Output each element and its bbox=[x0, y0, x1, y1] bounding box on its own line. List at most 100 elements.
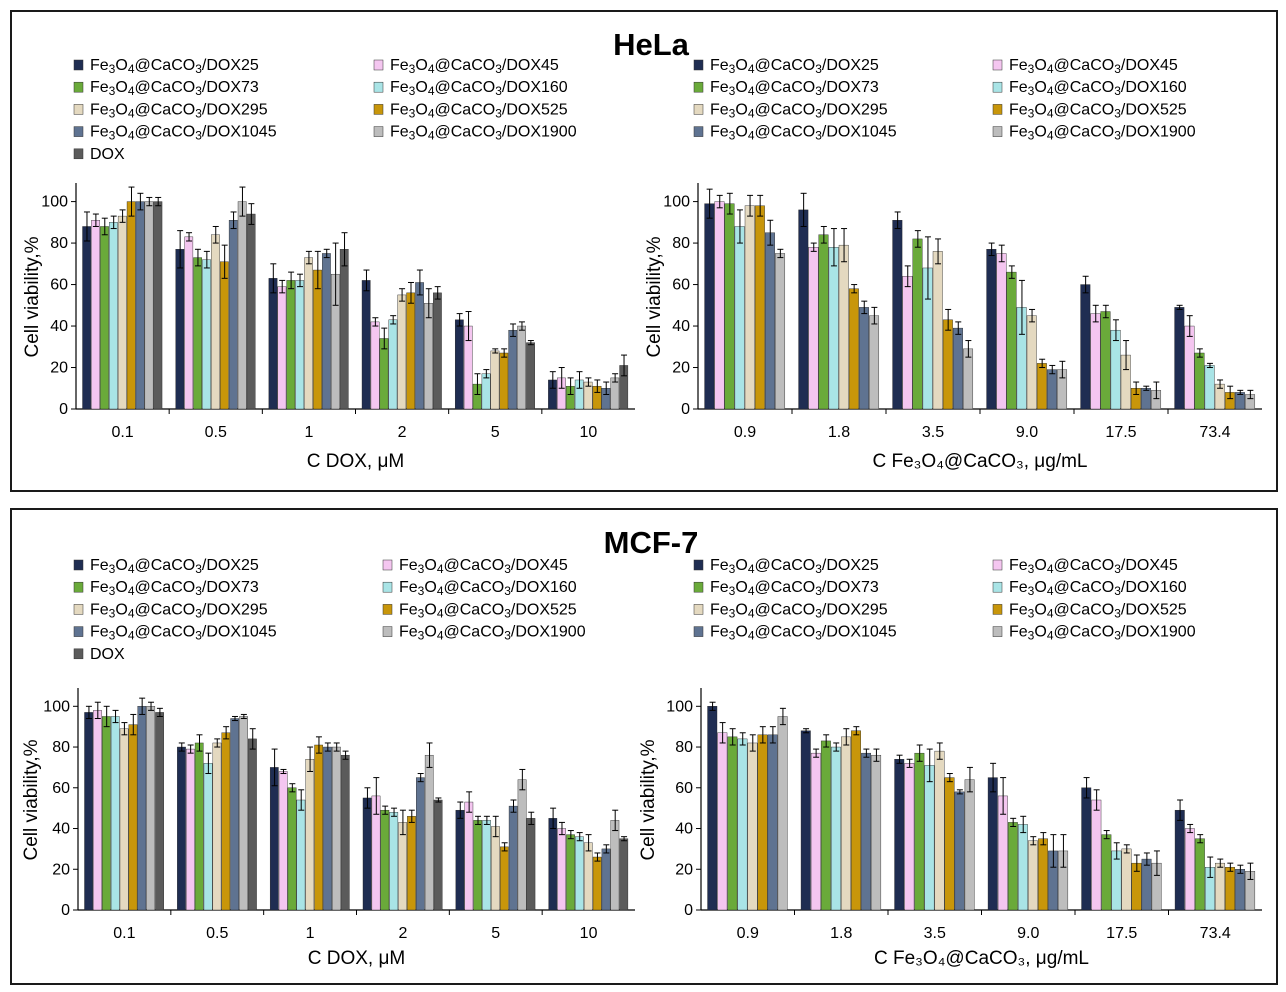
legend-swatch-2 bbox=[73, 81, 84, 93]
bar-p0-c1-s6-c2 bbox=[953, 327, 963, 410]
legend-swatch-5 bbox=[992, 104, 1003, 115]
bar-p1-c1-s5-c5 bbox=[1225, 867, 1235, 911]
legend-swatch-5 bbox=[992, 604, 1003, 615]
legend-label-7: Fe3O4@CaCO3/DOX1900 bbox=[1009, 624, 1196, 643]
y-tick-label-40: 40 bbox=[675, 821, 693, 838]
legend-swatch-0 bbox=[693, 559, 704, 571]
legend-label-3: Fe3O4@CaCO3/DOX160 bbox=[1009, 579, 1187, 598]
bar-p0-c0-s8-c4 bbox=[526, 342, 535, 410]
bar-p1-c0-s5-c3 bbox=[407, 816, 416, 911]
bar-p0-c1-s5-c0 bbox=[754, 205, 765, 410]
bar-p1-c1-s3-c3 bbox=[1017, 824, 1028, 911]
bar-p0-c0-s5-c0 bbox=[126, 201, 136, 410]
bar-p1-c0-s6-c0 bbox=[137, 706, 147, 911]
bar-p0-c1-s2-c2 bbox=[912, 238, 923, 410]
legend-swatch-4 bbox=[73, 604, 84, 615]
bar-p0-c0-s3-c4 bbox=[481, 373, 491, 410]
x-tick-label-0: 0.9 bbox=[734, 424, 756, 441]
bar-p1-c0-s3-c4 bbox=[482, 820, 491, 911]
x-tick-label-3: 9.0 bbox=[1016, 424, 1038, 441]
y-tick-label-60: 60 bbox=[52, 780, 70, 797]
chart-p1-c1: Fe3O4@CaCO3/DOX25 Fe3O4@CaCO3/DOX45 Fe3O4@… bbox=[638, 557, 1262, 969]
x-tick-label-1: 1.8 bbox=[828, 424, 850, 441]
y-tick-label-80: 80 bbox=[52, 739, 70, 756]
bar-p0-c0-s3-c3 bbox=[388, 319, 398, 410]
bar-p0-c0-s0-c4 bbox=[454, 319, 464, 410]
bar-p0-c1-s0-c0 bbox=[704, 203, 715, 410]
legend-label-1: Fe3O4@CaCO3/DOX45 bbox=[390, 57, 559, 76]
bar-p1-c1-s5-c3 bbox=[1038, 838, 1048, 911]
y-tick-label-0: 0 bbox=[59, 401, 68, 418]
bar-p1-c1-s7-c2 bbox=[964, 779, 975, 911]
bar-p1-c1-s2-c1 bbox=[820, 740, 831, 911]
bar-p0-c0-s3-c0 bbox=[109, 222, 118, 410]
x-tick-label-2: 1 bbox=[306, 925, 315, 942]
bar-p1-c1-s0-c5 bbox=[1174, 809, 1185, 911]
y-axis-label: Cell viability,% bbox=[644, 236, 665, 357]
x-tick-label-2: 3.5 bbox=[924, 925, 946, 942]
bar-p0-c0-s8-c0 bbox=[153, 201, 163, 410]
x-tick-label-0: 0.1 bbox=[113, 925, 135, 942]
x-axis-label: C Fe₃O₄@CaCO₃, μg/mL bbox=[874, 948, 1089, 969]
x-tick-label-4: 17.5 bbox=[1105, 424, 1136, 441]
bar-p0-c0-s6-c4 bbox=[508, 329, 518, 410]
x-tick-label-0: 0.1 bbox=[111, 424, 133, 441]
legend-swatch-7 bbox=[992, 626, 1003, 637]
bar-p1-c1-s2-c3 bbox=[1007, 822, 1018, 911]
bar-p0-c1-s6-c3 bbox=[1047, 369, 1057, 410]
x-tick-label-3: 9.0 bbox=[1017, 925, 1039, 942]
bar-p0-c0-s0-c2 bbox=[268, 278, 278, 410]
legend-swatch-1 bbox=[373, 59, 384, 71]
bar-p0-c1-s3-c4 bbox=[1110, 329, 1121, 410]
bar-p1-c1-s4-c4 bbox=[1121, 848, 1132, 911]
bar-p1-c0-s1-c0 bbox=[93, 710, 102, 911]
legend-label-8: DOX bbox=[90, 646, 125, 663]
bar-p1-c1-s5-c0 bbox=[757, 734, 768, 911]
bar-p1-c0-s3-c1 bbox=[203, 763, 213, 911]
bar-p1-c0-s2-c5 bbox=[566, 834, 575, 911]
legend-swatch-4 bbox=[693, 104, 704, 115]
bar-p1-c0-s5-c2 bbox=[314, 744, 323, 911]
x-tick-label-1: 0.5 bbox=[206, 925, 228, 942]
bar-p0-c1-s2-c3 bbox=[1006, 271, 1017, 410]
bar-p1-c0-s5-c1 bbox=[221, 732, 231, 911]
bar-p0-c1-s3-c0 bbox=[734, 226, 745, 410]
bar-p1-c0-s2-c4 bbox=[473, 820, 483, 911]
bar-p1-c1-s3-c1 bbox=[830, 746, 841, 911]
legend-label-3: Fe3O4@CaCO3/DOX160 bbox=[399, 579, 577, 598]
bar-p1-c0-s7-c5 bbox=[610, 820, 620, 911]
legend-label-7: Fe3O4@CaCO3/DOX1900 bbox=[1009, 124, 1196, 143]
bar-p0-c0-s2-c2 bbox=[286, 280, 296, 410]
legend-label-3: Fe3O4@CaCO3/DOX160 bbox=[1009, 79, 1187, 98]
x-tick-label-5: 10 bbox=[580, 424, 598, 441]
bar-p1-c0-s8-c3 bbox=[433, 799, 443, 911]
bar-p0-c1-s4-c3 bbox=[1026, 315, 1037, 410]
y-tick-label-60: 60 bbox=[672, 277, 690, 294]
legend-swatch-2 bbox=[693, 81, 704, 93]
legend-swatch-6 bbox=[73, 126, 84, 137]
legend-swatch-3 bbox=[382, 581, 393, 593]
bar-p0-c1-s1-c1 bbox=[808, 247, 819, 410]
bar-p1-c0-s1-c1 bbox=[186, 748, 195, 911]
bar-p1-c0-s6-c4 bbox=[508, 805, 518, 911]
bar-p0-c1-s1-c5 bbox=[1184, 325, 1195, 410]
legend-label-6: Fe3O4@CaCO3/DOX1045 bbox=[710, 624, 897, 643]
legend-swatch-4 bbox=[73, 104, 84, 115]
legend-label-4: Fe3O4@CaCO3/DOX295 bbox=[90, 601, 268, 620]
legend-label-7: Fe3O4@CaCO3/DOX1900 bbox=[390, 124, 577, 143]
x-tick-label-5: 73.4 bbox=[1200, 925, 1231, 942]
bar-p0-c0-s4-c0 bbox=[117, 215, 127, 410]
bar-p0-c0-s1-c2 bbox=[277, 286, 287, 410]
bar-p0-c0-s0-c3 bbox=[361, 280, 371, 410]
bar-p0-c0-s2-c0 bbox=[100, 226, 109, 410]
bar-p1-c0-s3-c5 bbox=[575, 836, 584, 911]
legend-label-1: Fe3O4@CaCO3/DOX45 bbox=[1009, 57, 1178, 76]
legend-swatch-5 bbox=[382, 604, 393, 615]
bar-p0-c0-s0-c0 bbox=[82, 226, 92, 410]
x-tick-label-0: 0.9 bbox=[737, 925, 759, 942]
bar-p1-c1-s3-c2 bbox=[924, 765, 935, 911]
bar-p0-c0-s4-c3 bbox=[397, 294, 407, 410]
legend-swatch-0 bbox=[693, 59, 704, 71]
bar-p0-c1-s0-c5 bbox=[1174, 307, 1185, 410]
bar-p1-c1-s4-c3 bbox=[1028, 840, 1038, 911]
